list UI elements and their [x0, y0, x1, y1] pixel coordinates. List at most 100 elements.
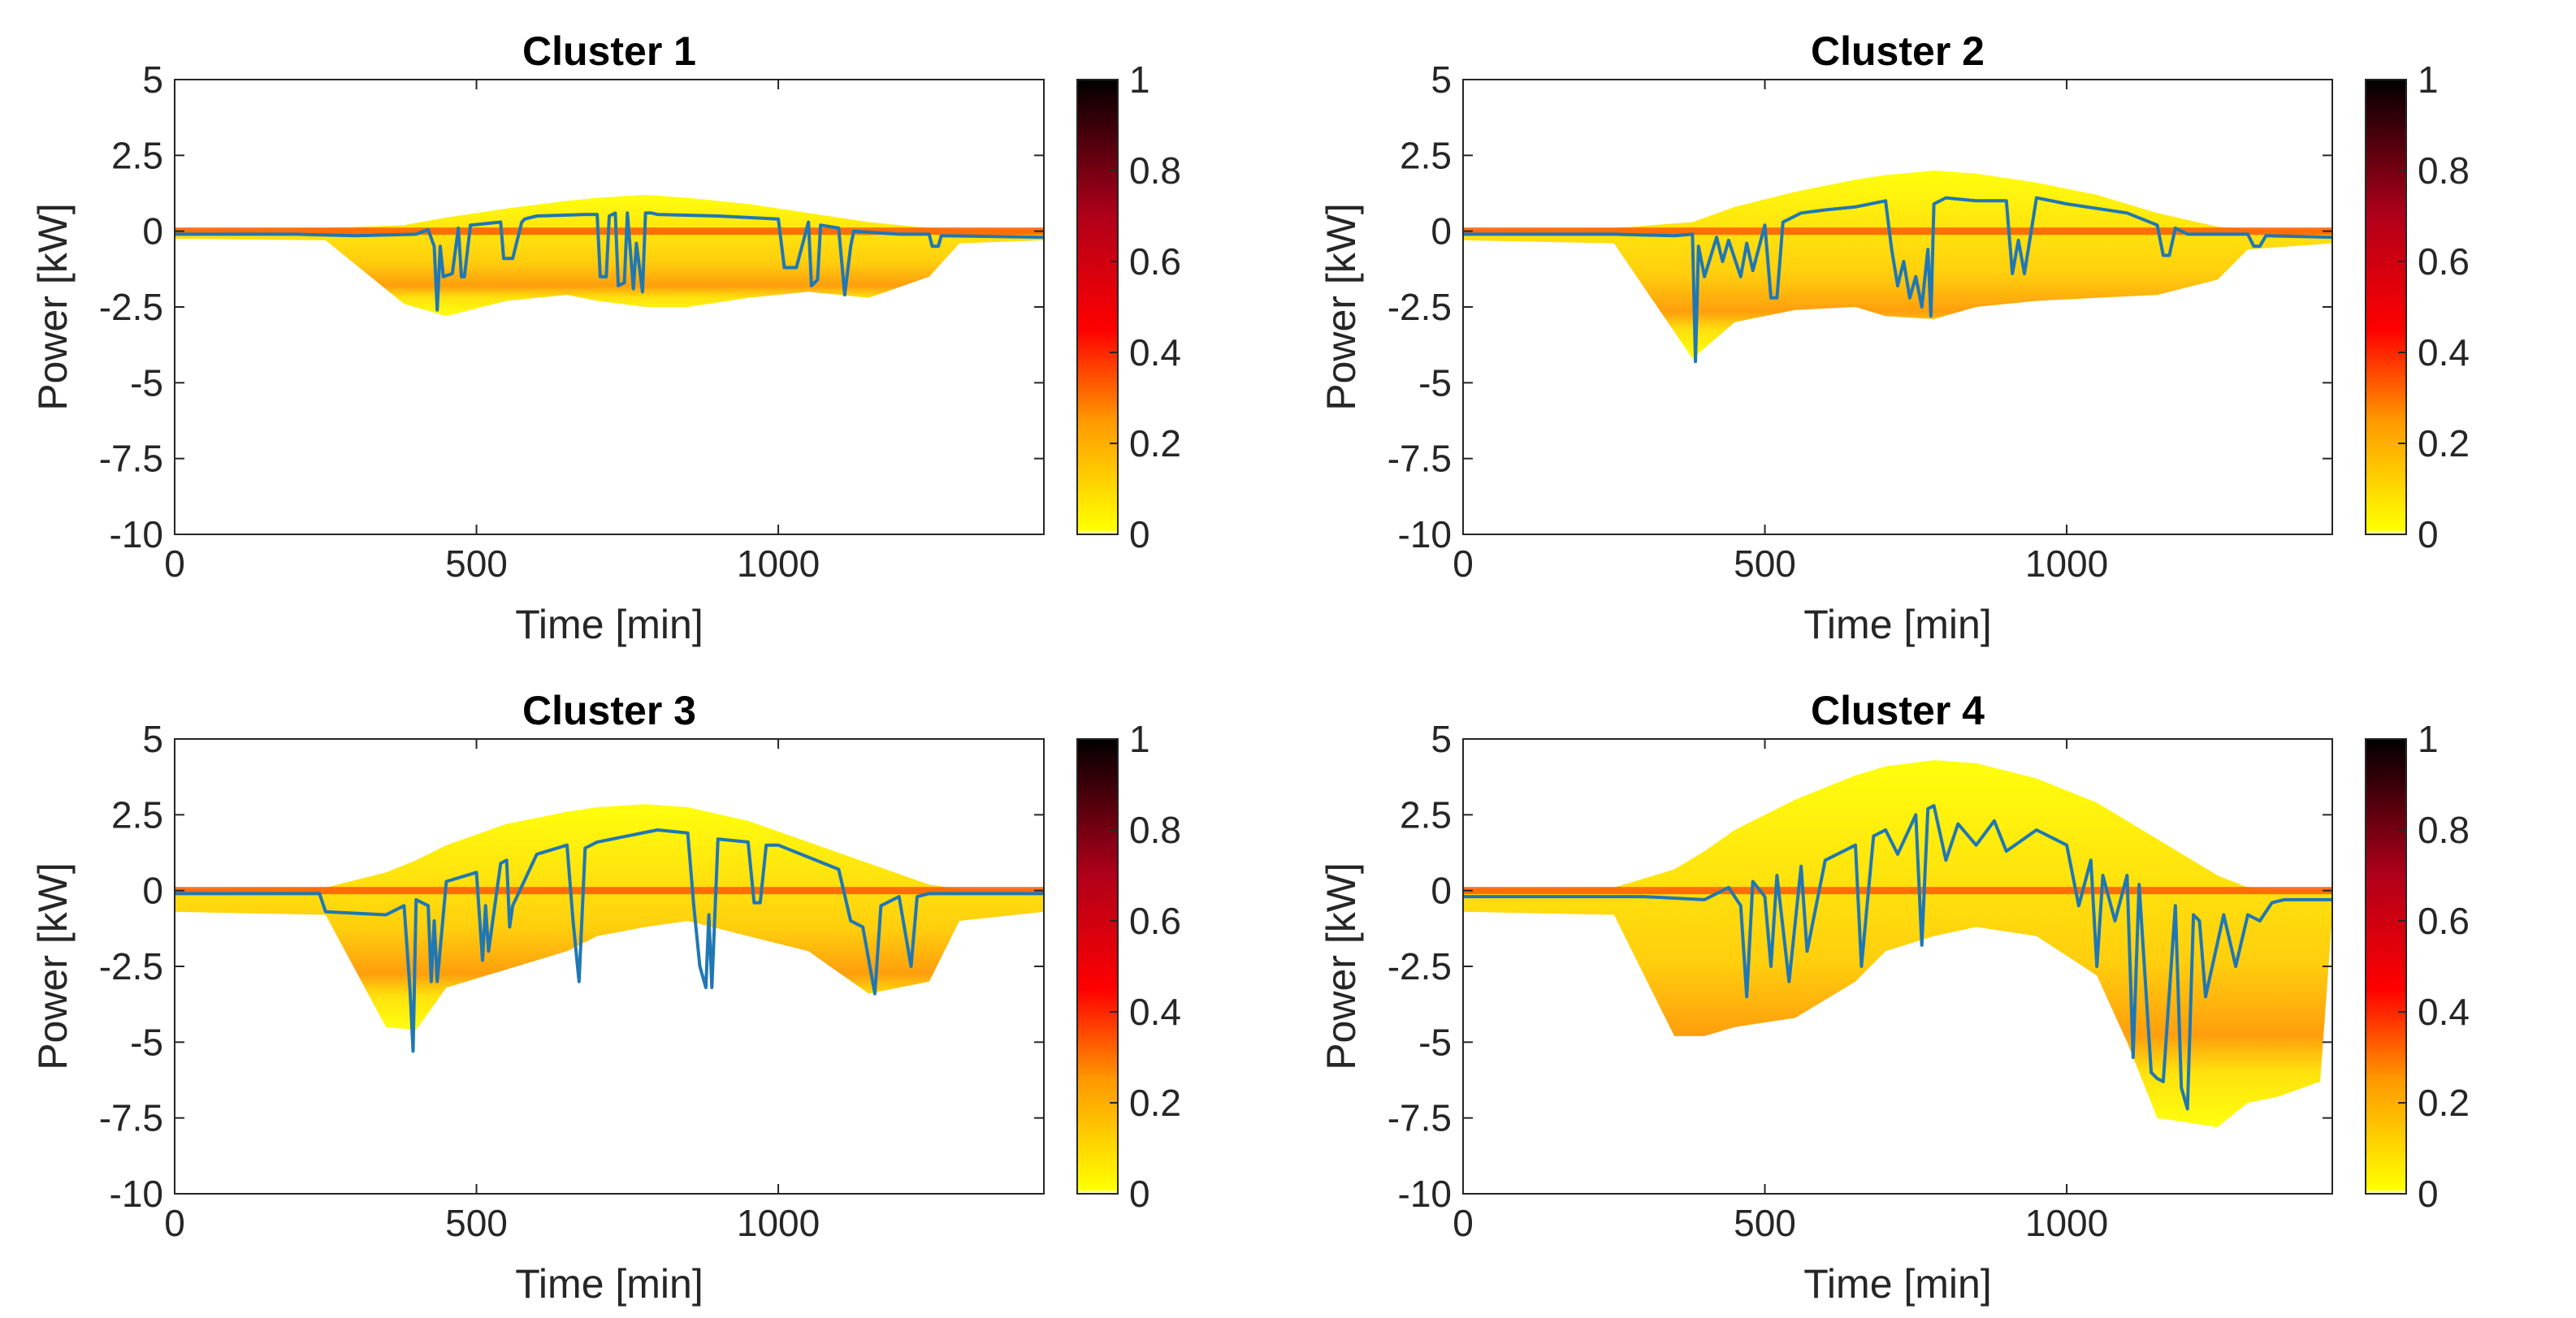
y-tick-label: -2.5 [99, 286, 163, 328]
plot-content [1463, 760, 2332, 1127]
baseline-density-band [1463, 227, 2332, 236]
y-tick-label: -5 [1418, 361, 1452, 404]
y-tick-label: 0 [142, 870, 163, 912]
colorbar-tick-label: 0.2 [2418, 422, 2470, 465]
colorbar-tick-label: 0.8 [1129, 809, 1181, 851]
chart-title: Cluster 4 [1811, 688, 1985, 733]
x-tick-label: 500 [1734, 542, 1796, 585]
y-tick-label: 0 [1431, 870, 1452, 912]
x-axis-label: Time [min] [515, 602, 704, 647]
y-tick-label: -7.5 [99, 1097, 163, 1139]
baseline-density-band [175, 887, 1044, 895]
y-tick-label: 0 [142, 210, 163, 253]
y-tick-label: -10 [110, 1173, 163, 1215]
y-tick-label: 2.5 [1400, 793, 1452, 836]
density-envelope [175, 804, 1044, 1031]
x-tick-label: 0 [164, 542, 185, 585]
y-tick-label: 5 [1431, 718, 1452, 760]
cluster-3-chart: Cluster 352.50-2.5-5-7.5-100 500 1000Time … [30, 688, 1181, 1307]
plot-content [175, 804, 1044, 1053]
x-tick-label: 0 [1453, 542, 1474, 585]
colorbar-tick-label: 0.4 [1129, 331, 1181, 374]
colorbar-tick-label: 0.8 [1129, 149, 1181, 192]
y-tick-label: -7.5 [1388, 438, 1452, 480]
cluster-panel-3: Cluster 3 5 2.5 0 -2.5 -5 -7.5 -10 0 500 1000 Time … [0, 659, 1288, 1318]
y-tick-label: -2.5 [1388, 945, 1452, 987]
x-tick-label: 500 [1734, 1202, 1796, 1244]
y-tick-label: -10 [110, 513, 163, 555]
x-tick-label: 500 [445, 542, 508, 585]
colorbar-tick-label: 0.2 [2418, 1082, 2470, 1124]
series-line [175, 211, 1044, 312]
y-tick-label: -7.5 [1388, 1097, 1452, 1139]
x-tick-label: 1000 [2025, 542, 2108, 585]
colorbar-tick-label: 1 [2418, 718, 2439, 760]
cluster-1-chart: Cluster 152.50-2.5-5-7.5-100 500 1000Time … [30, 28, 1181, 647]
y-tick-label: -5 [130, 361, 163, 404]
y-tick-label: 2.5 [1400, 134, 1452, 176]
colorbar-tick-label: 0.2 [1129, 422, 1181, 465]
x-tick-label: 0 [164, 1202, 185, 1244]
colorbar [2365, 79, 2407, 535]
colorbar-tick-label: 0.2 [1129, 1082, 1181, 1124]
y-tick-label: 2.5 [111, 134, 163, 176]
density-envelope [1463, 760, 2332, 1127]
cluster-panel-2: Cluster 2 5 2.5 0 -2.5 -5 -7.5 -10 0 500 1000 Time … [1288, 0, 2576, 659]
colorbar-tick-label: 0.8 [2418, 149, 2470, 192]
y-tick-label: 0 [1431, 210, 1452, 253]
chart-title: Cluster 2 [1811, 28, 1985, 74]
y-tick-label: 5 [1431, 58, 1452, 101]
colorbar-tick-label: 0.8 [2418, 809, 2470, 851]
colorbar-tick-label: 0 [1129, 513, 1150, 555]
x-tick-label: 1000 [737, 542, 820, 585]
plot-content [1463, 171, 2332, 364]
colorbar-tick-label: 1 [2418, 58, 2439, 101]
series-line [175, 828, 1044, 1053]
colorbar-tick-label: 1 [1129, 58, 1150, 101]
x-axis-label: Time [min] [515, 1261, 704, 1307]
y-axis-label: Power [kW] [1318, 203, 1364, 411]
colorbar-tick-label: 0.6 [1129, 900, 1181, 942]
density-envelope [1463, 171, 2332, 359]
colorbar-tick-label: 0 [2418, 513, 2439, 555]
y-tick-label: -2.5 [1388, 286, 1452, 328]
colorbar [2365, 738, 2407, 1195]
y-tick-label: 5 [142, 58, 163, 101]
y-tick-label: -5 [130, 1021, 163, 1063]
x-tick-label: 500 [445, 1202, 508, 1244]
x-axis-label: Time [min] [1803, 1261, 1992, 1307]
colorbar-tick-label: 0.4 [2418, 991, 2470, 1033]
y-axis-label: Power [kW] [30, 203, 76, 411]
colorbar-tick-label: 1 [1129, 718, 1150, 760]
series-line [1463, 804, 2332, 1111]
x-tick-label: 0 [1453, 1202, 1474, 1244]
y-tick-label: 2.5 [111, 793, 163, 836]
x-tick-label: 1000 [2025, 1202, 2108, 1244]
colorbar-tick-label: 0.4 [2418, 331, 2470, 374]
colorbar [1076, 738, 1119, 1195]
y-tick-label: -10 [1398, 1173, 1452, 1215]
plot-area [175, 80, 1044, 534]
y-axis-label: Power [kW] [1318, 862, 1364, 1070]
plot-content [175, 194, 1044, 317]
colorbar-tick-label: 0.4 [1129, 991, 1181, 1033]
chart-title: Cluster 1 [522, 28, 696, 74]
cluster-panel-4: Cluster 4 5 2.5 0 -2.5 -5 -7.5 -10 0 500 1000 Time … [1288, 659, 2576, 1318]
y-tick-label: -10 [1398, 513, 1452, 555]
y-tick-label: -7.5 [99, 438, 163, 480]
y-tick-label: 5 [142, 718, 163, 760]
colorbar [1076, 79, 1119, 535]
y-tick-label: -2.5 [99, 945, 163, 987]
baseline-density-band [1463, 887, 2332, 895]
y-tick-label: -5 [1418, 1021, 1452, 1063]
colorbar-tick-label: 0 [2418, 1173, 2439, 1215]
cluster-4-chart: Cluster 452.50-2.5-5-7.5-100 500 1000Time … [1318, 688, 2470, 1307]
y-axis-label: Power [kW] [30, 862, 76, 1070]
x-tick-label: 1000 [737, 1202, 820, 1244]
colorbar-tick-label: 0.6 [2418, 240, 2470, 283]
colorbar-tick-label: 0.6 [1129, 240, 1181, 283]
series-line [1463, 196, 2332, 364]
x-axis-label: Time [min] [1803, 602, 1992, 647]
cluster-panel-1: Cluster 1 5 2.5 0 -2.5 -5 -7.5 -10 0 500 1000 Time … [0, 0, 1288, 659]
